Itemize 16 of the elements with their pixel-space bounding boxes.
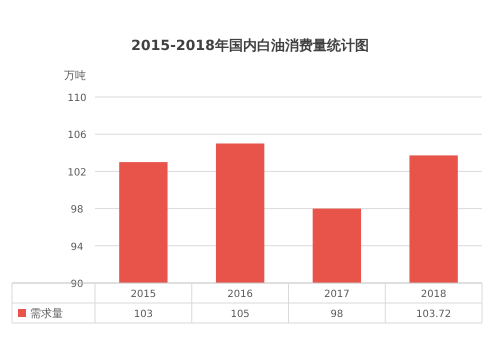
data-label: 103 [134, 309, 153, 320]
chart-title: 2015-2018年国内白油消费量统计图 [131, 37, 369, 54]
y-tick-label: 102 [67, 167, 87, 178]
x-tick-label: 2018 [420, 289, 446, 300]
data-label: 105 [230, 309, 250, 320]
x-tick-label: 2016 [227, 289, 253, 300]
data-label: 103.72 [416, 309, 452, 320]
y-tick-label: 106 [67, 130, 87, 142]
x-tick-label: 2017 [324, 289, 350, 300]
legend-label: 需求量 [30, 307, 63, 320]
y-tick-label: 110 [67, 93, 87, 104]
y-tick-label: 94 [70, 242, 84, 253]
y-tick-label: 98 [70, 204, 84, 216]
x-tick-label: 2015 [130, 289, 156, 300]
data-label: 98 [330, 309, 344, 320]
y-axis-title: 万吨 [64, 69, 86, 82]
